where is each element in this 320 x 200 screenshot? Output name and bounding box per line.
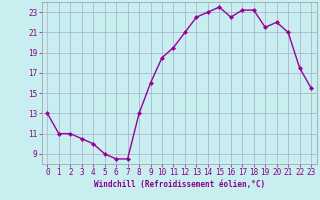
X-axis label: Windchill (Refroidissement éolien,°C): Windchill (Refroidissement éolien,°C) [94, 180, 265, 189]
